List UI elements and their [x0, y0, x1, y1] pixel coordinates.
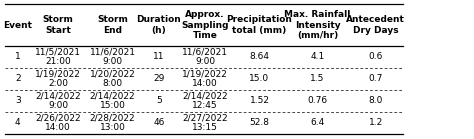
Text: 11/6/2021
9:00: 11/6/2021 9:00 — [182, 47, 228, 66]
Text: 3: 3 — [15, 96, 21, 105]
Text: 5: 5 — [156, 96, 162, 105]
Text: 2/28/2022
13:00: 2/28/2022 13:00 — [90, 113, 136, 132]
Text: 4.1: 4.1 — [310, 52, 325, 61]
Text: Duration
(h): Duration (h) — [137, 15, 181, 35]
Text: 2/26/2022
14:00: 2/26/2022 14:00 — [35, 113, 81, 132]
Text: 8.0: 8.0 — [368, 96, 383, 105]
Text: Precipitation
total (mm): Precipitation total (mm) — [227, 15, 292, 35]
Text: Storm
Start: Storm Start — [43, 15, 73, 35]
Text: 1/19/2022
2:00: 1/19/2022 2:00 — [35, 69, 81, 88]
Text: 2/27/2022
13:15: 2/27/2022 13:15 — [182, 113, 228, 132]
Text: 1: 1 — [15, 52, 21, 61]
Text: 6.4: 6.4 — [310, 118, 325, 127]
Text: Approx.
Sampling
Time: Approx. Sampling Time — [181, 10, 229, 40]
Text: Storm
End: Storm End — [97, 15, 128, 35]
Text: 15.0: 15.0 — [249, 74, 270, 83]
Text: 46: 46 — [153, 118, 164, 127]
Text: 52.8: 52.8 — [249, 118, 270, 127]
Text: 1.2: 1.2 — [368, 118, 383, 127]
Text: 1/19/2022
14:00: 1/19/2022 14:00 — [182, 69, 228, 88]
Text: 0.76: 0.76 — [308, 96, 328, 105]
Text: 8.64: 8.64 — [249, 52, 270, 61]
Text: 4: 4 — [15, 118, 20, 127]
Text: 11: 11 — [153, 52, 164, 61]
Text: Max. Rainfall
Intensity
(mm/hr): Max. Rainfall Intensity (mm/hr) — [284, 10, 351, 40]
Text: 0.6: 0.6 — [368, 52, 383, 61]
Text: 0.7: 0.7 — [368, 74, 383, 83]
Text: 29: 29 — [153, 74, 164, 83]
Text: Antecedent
Dry Days: Antecedent Dry Days — [346, 15, 405, 35]
Text: 2: 2 — [15, 74, 20, 83]
Text: 11/6/2021
9:00: 11/6/2021 9:00 — [90, 47, 136, 66]
Text: 11/5/2021
21:00: 11/5/2021 21:00 — [35, 47, 81, 66]
Text: Event: Event — [3, 21, 32, 29]
Text: 2/14/2022
12:45: 2/14/2022 12:45 — [182, 91, 228, 110]
Text: 1/20/2022
8:00: 1/20/2022 8:00 — [90, 69, 136, 88]
Text: 1.5: 1.5 — [310, 74, 325, 83]
Text: 2/14/2022
15:00: 2/14/2022 15:00 — [90, 91, 136, 110]
Text: 1.52: 1.52 — [249, 96, 270, 105]
Text: 2/14/2022
9:00: 2/14/2022 9:00 — [35, 91, 81, 110]
